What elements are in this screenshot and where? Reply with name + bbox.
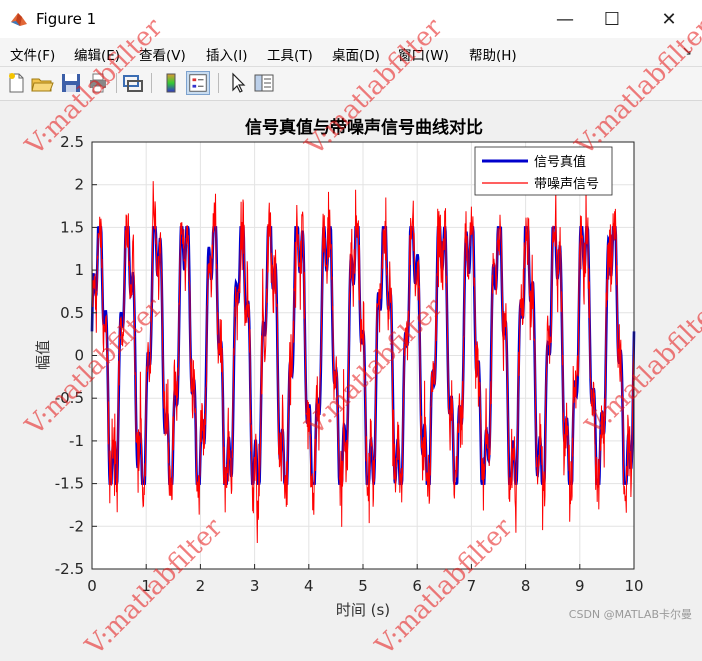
legend-box <box>474 146 613 196</box>
maximize-button[interactable]: ☐ <box>603 8 621 30</box>
x-tick-label: 6 <box>412 577 422 595</box>
y-tick-label: 2.5 <box>60 133 84 151</box>
series-line-noisy-signal <box>91 181 635 544</box>
x-tick-label: 8 <box>521 577 531 595</box>
title-bar: Figure 1 — ☐ ✕ <box>0 0 702 38</box>
menu-view[interactable]: 查看(V) <box>139 48 186 64</box>
x-tick-label: 5 <box>358 577 368 595</box>
x-tick-label: 0 <box>87 577 97 595</box>
legend-label-noisy: 带噪声信号 <box>534 177 599 192</box>
menu-insert[interactable]: 插入(I) <box>206 48 248 64</box>
legend-label-true: 信号真值 <box>534 154 586 170</box>
figure-toolbar <box>0 67 702 101</box>
new-figure-icon[interactable] <box>4 71 28 95</box>
insert-colorbar-icon[interactable] <box>159 71 183 95</box>
x-tick-label: 4 <box>304 577 314 595</box>
tick-labels: 0 1 2 3 4 5 6 7 8 9 10 2.5 2 1.5 1 0.5 0 -0.5 -1 -1.5 -2 -2.5 <box>55 133 644 595</box>
chart-title: 信号真值与带噪声信号曲线对比 <box>245 117 483 138</box>
insert-legend-icon <box>189 74 207 92</box>
x-tick-label: 10 <box>624 577 643 595</box>
minimize-button[interactable]: — <box>556 8 574 30</box>
print-icon[interactable] <box>86 71 110 95</box>
open-file-icon[interactable] <box>30 71 54 95</box>
window-title: Figure 1 <box>36 10 97 28</box>
property-inspector-icon[interactable] <box>252 71 276 95</box>
csdn-credit: CSDN @MATLAB卡尔曼 <box>568 608 692 621</box>
legend[interactable]: 信号真值 带噪声信号 <box>474 146 613 196</box>
y-tick-label: -1 <box>69 432 84 450</box>
toolbar-separator <box>151 73 152 93</box>
link-plot-icon[interactable] <box>121 71 145 95</box>
toolbar-separator <box>218 73 219 93</box>
x-tick-label: 3 <box>250 577 260 595</box>
save-icon[interactable] <box>59 71 83 95</box>
x-tick-label: 2 <box>196 577 206 595</box>
menu-window[interactable]: 窗口(W) <box>398 48 449 64</box>
y-tick-label: 0.5 <box>60 304 84 322</box>
x-tick-label: 9 <box>575 577 585 595</box>
pointer-icon[interactable] <box>226 71 250 95</box>
menu-help[interactable]: 帮助(H) <box>469 48 517 64</box>
menu-edit[interactable]: 编辑(E) <box>74 48 121 64</box>
close-button[interactable]: ✕ <box>661 8 677 30</box>
y-tick-label: -2.5 <box>55 560 84 578</box>
x-axis-label: 时间 (s) <box>336 601 390 619</box>
menu-tools[interactable]: 工具(T) <box>267 48 313 64</box>
dock-arrow-icon[interactable]: ↘ <box>681 44 692 58</box>
series-layer <box>90 181 636 544</box>
x-tick-label: 7 <box>467 577 477 595</box>
insert-legend-button[interactable] <box>186 71 210 95</box>
y-tick-label: -0.5 <box>55 389 84 407</box>
y-axis-label: 幅值 <box>34 340 52 370</box>
menu-bar: 文件(F) 编辑(E) 查看(V) 插入(I) 工具(T) 桌面(D) 窗口(W… <box>0 38 702 67</box>
figure-canvas: 信号真值与带噪声信号曲线对比 0 1 2 3 4 5 6 7 8 9 102.521.510.50-… <box>34 117 644 619</box>
menu-desktop[interactable]: 桌面(D) <box>332 48 380 64</box>
y-tick-label: 2 <box>74 176 84 194</box>
y-tick-label: -1.5 <box>55 475 84 493</box>
y-tick-label: 1 <box>74 261 84 279</box>
y-tick-label: -2 <box>69 517 84 535</box>
toolbar-separator <box>116 73 117 93</box>
matlab-logo-icon <box>11 13 27 26</box>
menu-file[interactable]: 文件(F) <box>10 48 56 64</box>
y-tick-label: 1.5 <box>60 218 84 236</box>
x-tick-label: 1 <box>141 577 151 595</box>
y-tick-label: 0 <box>74 347 84 365</box>
